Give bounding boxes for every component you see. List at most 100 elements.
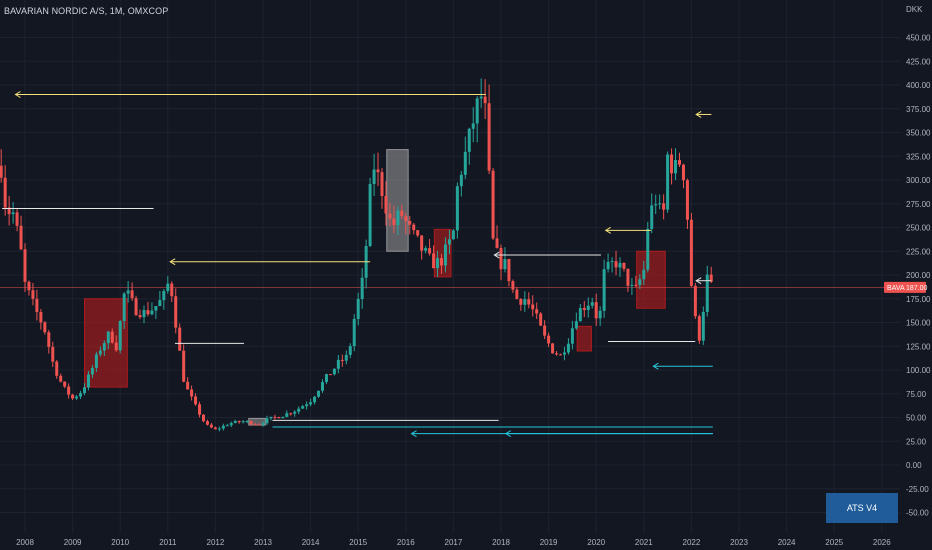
candle-body[interactable] — [309, 402, 313, 405]
candle-body[interactable] — [340, 359, 344, 361]
candle-body[interactable] — [432, 253, 436, 269]
candle-body[interactable] — [313, 396, 317, 403]
candle-body[interactable] — [348, 346, 352, 355]
candle-body[interactable] — [646, 228, 650, 270]
candle-body[interactable] — [253, 424, 257, 426]
candle-body[interactable] — [455, 186, 459, 231]
candle-body[interactable] — [674, 160, 678, 174]
candle-body[interactable] — [213, 427, 217, 430]
candle-body[interactable] — [150, 310, 154, 315]
candle-body[interactable] — [416, 230, 420, 236]
candle-body[interactable] — [86, 374, 90, 388]
candle-body[interactable] — [634, 284, 638, 286]
candle-body[interactable] — [606, 261, 610, 270]
candle-body[interactable] — [483, 96, 487, 104]
candle-body[interactable] — [511, 281, 515, 290]
candle-body[interactable] — [384, 195, 388, 214]
candle-body[interactable] — [205, 421, 209, 425]
candle-body[interactable] — [142, 310, 146, 318]
candle-body[interactable] — [535, 309, 539, 314]
candle-body[interactable] — [63, 381, 67, 387]
candle-body[interactable] — [709, 274, 713, 282]
candle-body[interactable] — [257, 424, 261, 426]
candle-body[interactable] — [23, 249, 27, 282]
candle-body[interactable] — [697, 316, 701, 341]
candle-body[interactable] — [102, 343, 106, 351]
candle-body[interactable] — [182, 350, 186, 382]
candle-body[interactable] — [626, 268, 630, 286]
candle-body[interactable] — [265, 418, 269, 424]
candle-body[interactable] — [670, 154, 674, 174]
candle-body[interactable] — [352, 318, 356, 347]
candle-body[interactable] — [487, 103, 491, 171]
candle-body[interactable] — [689, 219, 693, 286]
candle-body[interactable] — [451, 230, 455, 240]
candle-body[interactable] — [400, 210, 404, 217]
candle-body[interactable] — [519, 299, 523, 305]
candle-body[interactable] — [289, 413, 293, 415]
candle-body[interactable] — [491, 170, 495, 239]
candle-body[interactable] — [154, 306, 158, 311]
candle-body[interactable] — [273, 416, 277, 418]
candle-body[interactable] — [662, 203, 666, 210]
candle-body[interactable] — [174, 296, 178, 328]
candle-body[interactable] — [614, 261, 618, 268]
candle-body[interactable] — [515, 289, 519, 300]
candle-body[interactable] — [443, 244, 447, 266]
candle-body[interactable] — [499, 247, 503, 270]
candle-body[interactable] — [590, 302, 594, 306]
candle-body[interactable] — [305, 404, 309, 407]
candle-body[interactable] — [43, 322, 47, 333]
candle-body[interactable] — [658, 203, 662, 205]
candle-body[interactable] — [650, 205, 654, 229]
candle-body[interactable] — [7, 207, 11, 215]
candle-body[interactable] — [79, 393, 83, 397]
candle-body[interactable] — [332, 368, 336, 375]
candle-body[interactable] — [19, 225, 23, 250]
candle-body[interactable] — [555, 353, 559, 355]
time-axis[interactable]: 2008 2009 2010 2011 2012 2013 2014 2015 2016 2017… — [0, 533, 932, 550]
candle-body[interactable] — [693, 285, 697, 317]
candle-body[interactable] — [106, 331, 110, 344]
candle-body[interactable] — [642, 269, 646, 280]
candle-body[interactable] — [130, 290, 134, 299]
candle-body[interactable] — [134, 298, 138, 316]
candle-body[interactable] — [681, 164, 685, 181]
candle-body[interactable] — [344, 354, 348, 361]
candle-body[interactable] — [638, 279, 642, 285]
candle-body[interactable] — [368, 183, 372, 247]
candle-body[interactable] — [217, 428, 221, 430]
candle-body[interactable] — [559, 354, 562, 356]
candle-body[interactable] — [146, 310, 150, 315]
candle-body[interactable] — [547, 335, 551, 344]
candle-body[interactable] — [170, 283, 174, 297]
candle-body[interactable] — [701, 312, 705, 341]
candle-body[interactable] — [630, 284, 634, 286]
candlestick-series[interactable] — [0, 78, 713, 432]
candle-body[interactable] — [503, 259, 507, 270]
candle-body[interactable] — [301, 406, 305, 409]
candle-body[interactable] — [372, 169, 376, 184]
candle-body[interactable] — [598, 310, 602, 319]
candle-body[interactable] — [281, 416, 285, 419]
candle-body[interactable] — [47, 332, 51, 347]
candle-body[interactable] — [447, 239, 451, 245]
candle-body[interactable] — [277, 417, 281, 419]
candle-body[interactable] — [321, 382, 324, 391]
candle-body[interactable] — [356, 298, 360, 319]
candle-body[interactable] — [249, 421, 253, 425]
current-price-tag[interactable] — [884, 281, 926, 293]
candle-body[interactable] — [376, 169, 380, 173]
candle-body[interactable] — [198, 404, 202, 415]
candle-body[interactable] — [602, 269, 606, 311]
candle-body[interactable] — [162, 290, 166, 301]
candle-body[interactable] — [408, 221, 412, 225]
candle-body[interactable] — [245, 421, 249, 423]
candle-body[interactable] — [471, 123, 475, 129]
candle-body[interactable] — [495, 238, 499, 248]
candle-body[interactable] — [582, 308, 586, 311]
candle-body[interactable] — [122, 293, 126, 321]
candle-body[interactable] — [459, 174, 463, 187]
candle-body[interactable] — [3, 177, 7, 208]
